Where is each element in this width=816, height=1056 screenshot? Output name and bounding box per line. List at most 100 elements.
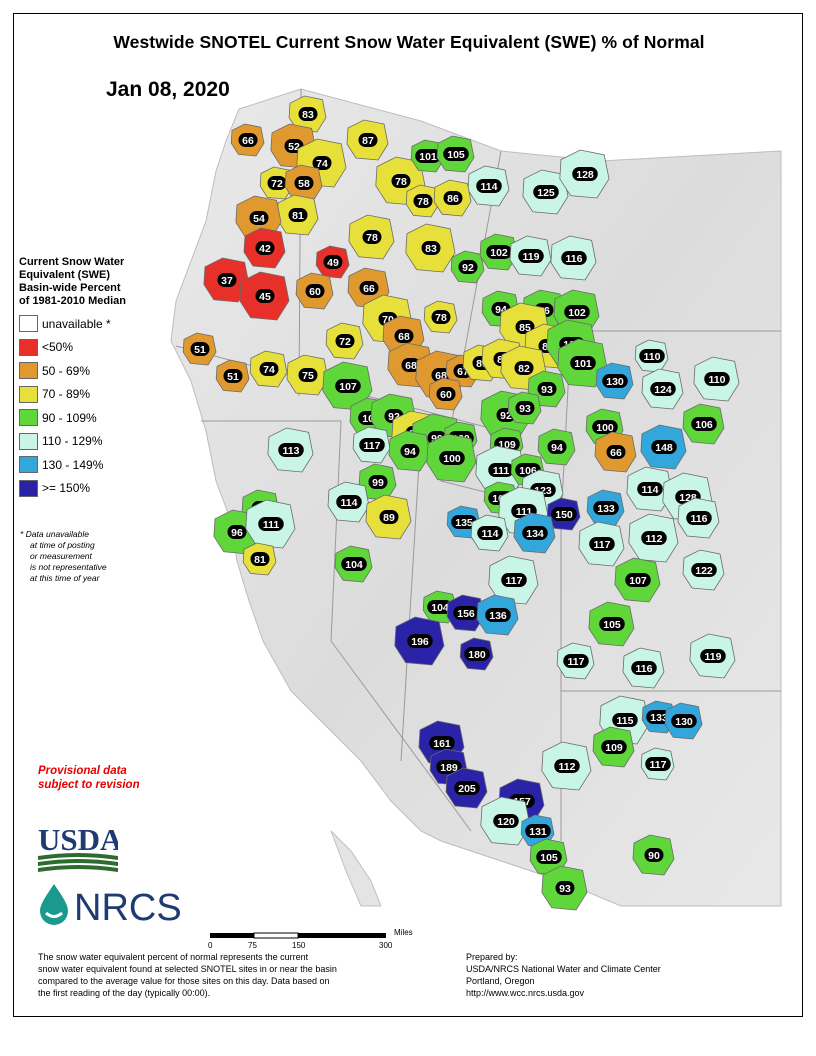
basin-label-bg [700,649,726,663]
legend-label: 50 - 69% [42,363,91,378]
basin: 72 [325,322,364,360]
basin-label-bg [394,329,414,343]
basin: 122 [682,549,725,591]
basin-label: 101 [419,151,437,163]
basin-label-bg [691,563,717,577]
basin-label-bg [602,374,628,388]
scale-tick: 300 [379,941,393,950]
footer-credits: Prepared by: USDA/NRCS National Water an… [466,951,726,999]
basin-label: 112 [559,761,576,773]
basin-label: 67 [457,366,469,378]
basin: 116 [550,235,597,281]
basin-label: 85 [519,322,531,334]
basin-label: 105 [603,619,621,631]
basin-label: 51 [227,371,239,383]
basin-label: 81 [292,210,304,222]
basin: 109 [592,726,635,768]
basin-label-bg [298,368,318,382]
basin-label: 124 [654,384,672,396]
basin: 58 [284,164,323,202]
basin-label: 102 [568,307,586,319]
basin: 111 [475,445,526,495]
legend-label: unavailable * [42,316,111,331]
basin-label: 81 [254,554,266,566]
basin-label-bg [217,273,237,287]
basin-label: 111 [263,519,280,531]
basin-label-bg [312,156,332,170]
basin: 89 [365,494,412,540]
basin: 116 [677,497,720,539]
basin: 124 [641,368,684,410]
basin-label: 93 [541,384,553,396]
basin: 90 [632,834,675,876]
basin-label-bg [341,557,367,571]
basin-label-bg [401,358,421,372]
legend-label: 130 - 149% [42,457,104,472]
basin-label: 87 [362,135,374,147]
basin-label-bg [278,443,304,457]
basin-label: 89 [383,512,395,524]
basin-label: 92 [462,262,474,274]
basin-label-bg [288,208,308,222]
basin-label: 131 [529,826,547,838]
basin-label-bg [259,362,279,376]
basin-label-bg [323,255,343,269]
basin: 92 [450,250,485,284]
basin-label-bg [592,420,618,434]
basin-label: 83 [302,109,314,121]
basin-label-bg [464,647,490,661]
basin-label: 99 [372,477,384,489]
basin-label-bg [400,444,420,458]
basin: 180 [459,637,494,671]
scale-tick: 150 [292,941,306,950]
basin-label: 68 [398,331,410,343]
basin-label-bg [651,440,677,454]
legend-title-line: Equivalent (SWE) [19,269,111,281]
basin-label: 114 [642,484,659,496]
basin-label: 82 [518,363,530,375]
basin-label: 49 [327,257,339,269]
basin-label-bg [335,334,355,348]
basin: 133 [586,489,625,527]
note-line: * Data unavailable [20,529,89,539]
basin: 49 [315,245,350,279]
basin-label-bg [686,511,712,525]
basin-label: 117 [650,759,667,771]
scale-bar [210,932,386,939]
basin: 205 [445,767,488,809]
basin-label: 109 [605,742,623,754]
basin-label-bg [572,167,598,181]
basin-label: 52 [288,141,300,153]
basin: 117 [352,426,391,464]
basin: 101 [410,139,445,173]
basin-label-bg [223,369,243,383]
basin-label-bg [522,526,548,540]
basin-label: 114 [481,181,498,193]
basin: 78 [405,184,440,218]
basin-label: 105 [447,149,465,161]
basin-label-bg [486,245,512,259]
basin: 54 [235,195,282,241]
footer-line: compared to the average value for those … [38,976,330,986]
basin-label: 94 [404,446,416,458]
scale-unit: Miles [394,928,413,937]
footer-line: http://www.wcc.nrcs.usda.gov [466,988,585,998]
legend-items: unavailable * <50% 50 - 69% 70 - 89% 90 - 10… [19,312,149,500]
basin-label: 72 [271,178,283,190]
basin-label: 101 [574,358,592,370]
basin-label: 102 [490,247,508,259]
basin-label-bg [514,361,534,375]
basin-label: 135 [455,517,473,529]
basin-label-bg [601,740,627,754]
basin-label: 37 [221,275,233,287]
basin-label-bg [476,179,502,193]
footer-line: snow water equivalent found at selected … [38,964,337,974]
basin-label-bg [589,537,615,551]
basin-label-bg [421,241,441,255]
basin-label-bg [415,149,441,163]
basin-label-bg [238,133,258,147]
basin-label-bg [485,608,511,622]
basin-label-bg [436,760,462,774]
basin-label-bg [551,507,577,521]
legend: Current Snow Water Equivalent (SWE) Basi… [19,256,149,500]
